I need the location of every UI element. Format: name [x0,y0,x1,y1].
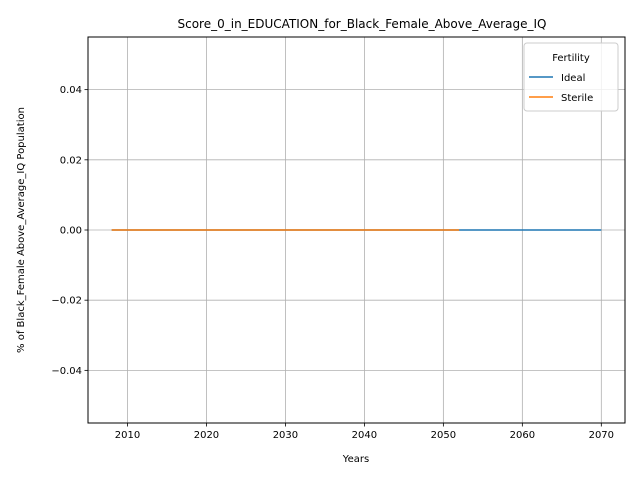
y-tick-label: 0.00 [60,226,82,237]
y-tick-label: −0.02 [51,296,82,307]
x-axis-ticks: 2010 2020 2030 2040 2050 2060 2070 [115,423,614,441]
x-tick-label: 2020 [194,430,219,441]
x-tick-label: 2010 [115,430,140,441]
y-axis-ticks: −0.04 −0.02 0.00 0.02 0.04 [51,85,88,377]
chart-title: Score_0_in_EDUCATION_for_Black_Female_Ab… [177,17,546,31]
legend-box [523,42,619,112]
legend: Fertility Ideal Sterile [523,42,619,112]
x-tick-label: 2030 [273,430,298,441]
x-tick-label: 2050 [431,430,456,441]
legend-title: Fertility [552,53,590,64]
x-tick-label: 2060 [510,430,535,441]
legend-label-ideal: Ideal [561,73,585,84]
y-tick-label: −0.04 [51,366,82,377]
y-tick-label: 0.02 [60,155,82,166]
legend-label-sterile: Sterile [561,93,593,104]
y-tick-label: 0.04 [60,85,82,96]
y-axis-label: % of Black_Female Above_Average_IQ Popul… [16,107,27,353]
x-axis-label: Years [342,454,369,465]
x-tick-label: 2040 [352,430,377,441]
x-tick-label: 2070 [589,430,614,441]
